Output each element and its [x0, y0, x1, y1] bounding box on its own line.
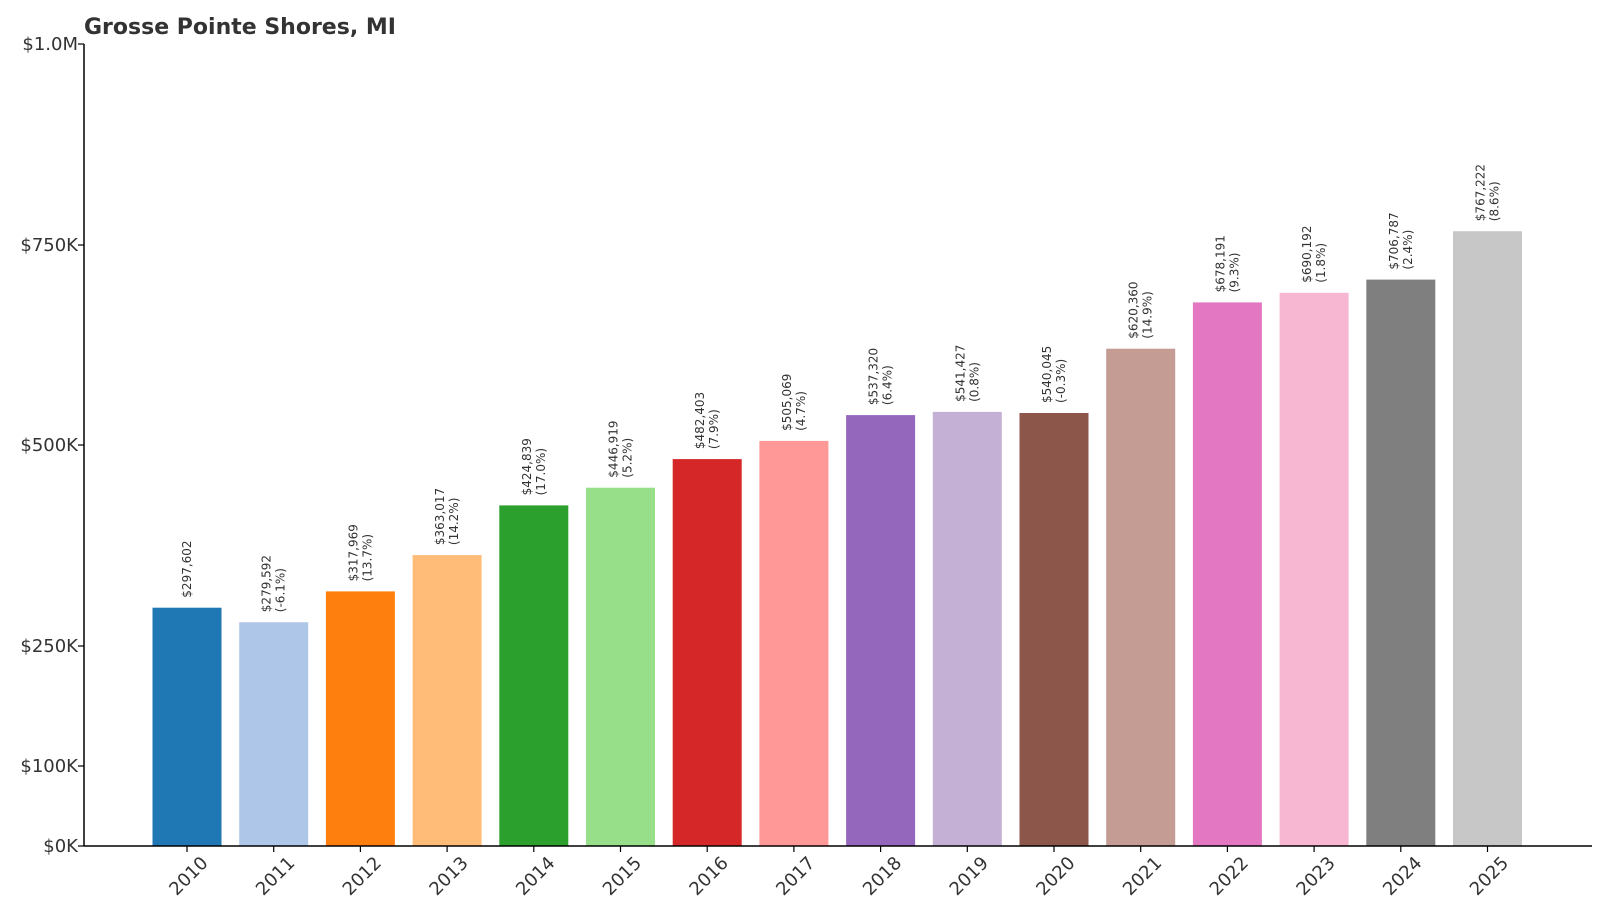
y-tick-label-5: $1.0M: [22, 34, 78, 55]
bar-2015: [586, 487, 655, 846]
x-tick-label-2017: 2017: [772, 853, 819, 900]
data-label-2021: $620,360 (14.9%): [1127, 281, 1155, 338]
change-label-2022: (9.3%): [1227, 253, 1241, 293]
bar-2011: [239, 622, 309, 846]
y-tick-label-3: $500K: [20, 435, 79, 456]
value-label-2012: $317,969: [346, 524, 360, 581]
data-label-2011: $279,592 (-6.1%): [260, 555, 288, 612]
x-tick-label-2021: 2021: [1119, 853, 1166, 900]
x-tick-label-2023: 2023: [1292, 853, 1339, 900]
chart-title: Grosse Pointe Shores, MI: [84, 15, 396, 40]
bar-2025: [1453, 231, 1522, 846]
data-label-2016: $482,403 (7.9%): [693, 392, 721, 449]
change-label-2018: (6.4%): [881, 365, 895, 405]
change-label-2024: (2.4%): [1401, 230, 1415, 270]
bar-2017: [759, 440, 829, 846]
data-label-2010: $297,602: [180, 540, 194, 597]
change-label-2012: (13.7%): [360, 534, 374, 581]
x-tick-label-2022: 2022: [1206, 853, 1253, 900]
value-label-2010: $297,602: [180, 540, 194, 597]
y-axis: $0K $100K $250K $500K $750K $1.0M: [20, 34, 85, 857]
y-tick-label-1: $100K: [20, 756, 79, 777]
x-tick-label-2010: 2010: [165, 853, 212, 900]
data-label-2019: $541,427 (0.8%): [953, 345, 981, 402]
bar-2024: [1366, 279, 1436, 847]
change-label-2020: (-0.3%): [1054, 359, 1068, 403]
value-label-2022: $678,191: [1213, 235, 1227, 292]
data-label-2013: $363,017 (14.2%): [433, 488, 461, 545]
x-tick-label-2020: 2020: [1032, 853, 1079, 900]
change-label-2015: (5.2%): [621, 438, 635, 478]
change-label-2014: (17.0%): [534, 448, 548, 495]
x-tick-label-2012: 2012: [339, 853, 386, 900]
data-label-2014: $424,839 (17.0%): [520, 438, 548, 495]
value-label-2018: $537,320: [867, 348, 881, 405]
x-tick-label-2014: 2014: [512, 853, 559, 900]
change-label-2011: (-6.1%): [274, 568, 288, 612]
x-tick-label-2018: 2018: [859, 853, 906, 900]
bar-2019: [932, 411, 1002, 846]
bar-2014: [499, 505, 569, 846]
data-label-2023: $690,192 (1.8%): [1300, 226, 1328, 283]
value-label-2024: $706,787: [1387, 212, 1401, 269]
bars-layer: [152, 231, 1522, 847]
bar-2020: [1019, 413, 1089, 846]
y-tick-label-0: $0K: [43, 836, 79, 857]
x-tick-label-2011: 2011: [252, 853, 299, 900]
value-label-2025: $767,222: [1474, 164, 1488, 221]
change-label-2017: (4.7%): [794, 391, 808, 431]
data-label-2017: $505,069 (4.7%): [780, 374, 808, 431]
y-tick-label-2: $250K: [20, 636, 79, 657]
bar-2010: [152, 607, 222, 846]
data-label-2024: $706,787 (2.4%): [1387, 212, 1415, 269]
bar-2012: [325, 591, 395, 846]
x-tick-label-2024: 2024: [1379, 853, 1426, 900]
data-label-2015: $446,919 (5.2%): [607, 420, 635, 477]
change-label-2013: (14.2%): [447, 498, 461, 545]
bar-2018: [846, 415, 916, 846]
x-tick-label-2015: 2015: [599, 853, 646, 900]
bar-2023: [1279, 292, 1349, 846]
change-label-2025: (8.6%): [1488, 181, 1502, 221]
x-tick-label-2025: 2025: [1466, 853, 1513, 900]
x-tick-label-2016: 2016: [685, 853, 732, 900]
value-label-2016: $482,403: [693, 392, 707, 449]
bar-2016: [672, 459, 742, 846]
value-label-2015: $446,919: [607, 420, 621, 477]
data-label-2012: $317,969 (13.7%): [346, 524, 374, 581]
change-label-2023: (1.8%): [1314, 243, 1328, 283]
value-label-2013: $363,017: [433, 488, 447, 545]
data-labels-layer: $297,602 $279,592 (-6.1%)$317,969 (13.7%)$3…: [180, 164, 1502, 612]
bar-2022: [1192, 302, 1262, 846]
value-label-2011: $279,592: [260, 555, 274, 612]
x-tick-label-2013: 2013: [425, 853, 472, 900]
change-label-2019: (0.8%): [967, 362, 981, 402]
change-label-2021: (14.9%): [1141, 291, 1155, 338]
x-tick-label-2019: 2019: [946, 853, 993, 900]
data-label-2018: $537,320 (6.4%): [867, 348, 895, 405]
value-label-2021: $620,360: [1127, 281, 1141, 338]
data-label-2025: $767,222 (8.6%): [1474, 164, 1502, 221]
value-label-2020: $540,045: [1040, 346, 1054, 403]
y-tick-label-4: $750K: [20, 235, 79, 256]
value-label-2014: $424,839: [520, 438, 534, 495]
bar-2013: [412, 555, 482, 846]
data-label-2020: $540,045 (-0.3%): [1040, 346, 1068, 403]
x-axis: 2010 2011 2012 2013 2014 2015 2016 2017 2018 2019…: [84, 845, 1592, 900]
data-label-2022: $678,191 (9.3%): [1213, 235, 1241, 292]
value-label-2019: $541,427: [953, 345, 967, 402]
value-label-2023: $690,192: [1300, 226, 1314, 283]
bar-2021: [1106, 348, 1176, 846]
value-label-2017: $505,069: [780, 374, 794, 431]
change-label-2016: (7.9%): [707, 409, 721, 449]
